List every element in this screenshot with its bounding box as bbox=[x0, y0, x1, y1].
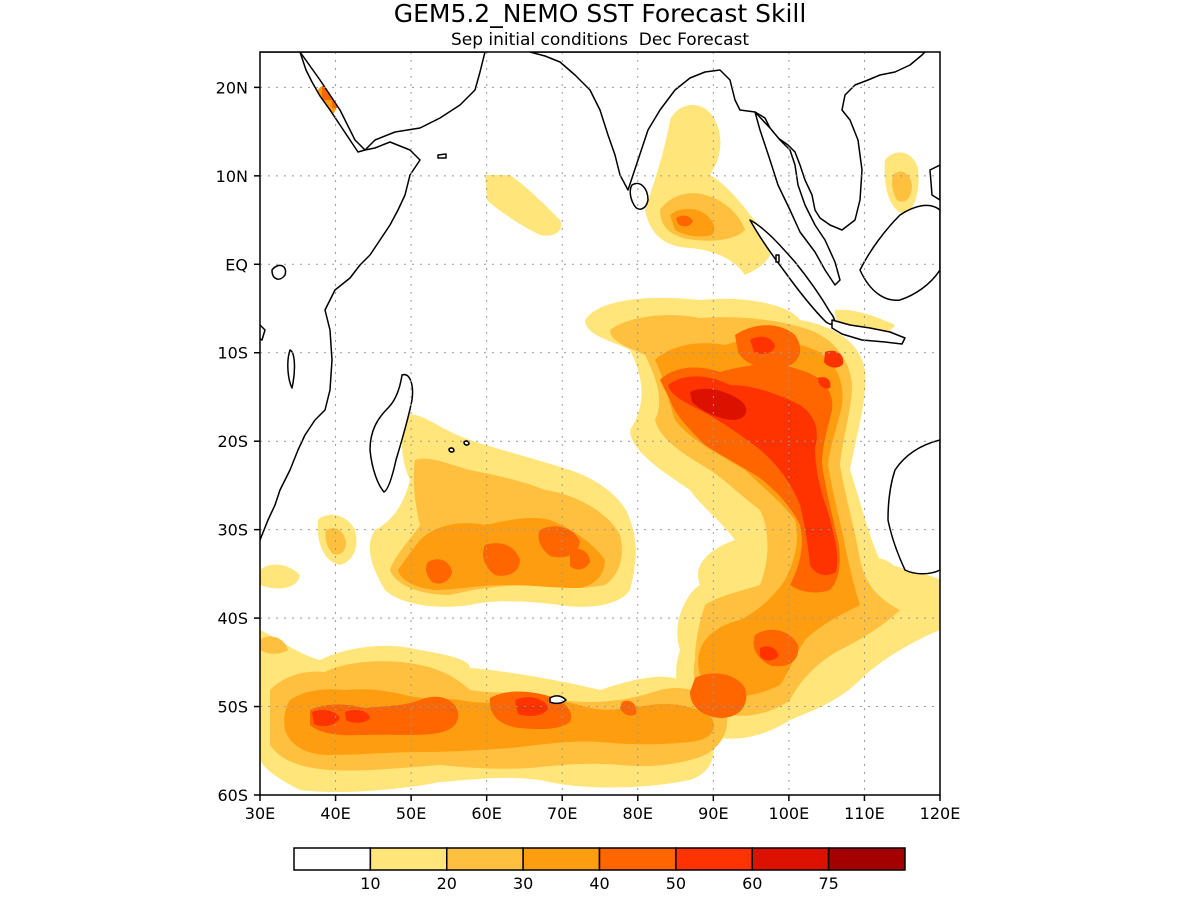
land-indochina-peninsula bbox=[754, 111, 841, 286]
lat-tick-label-8: 60S bbox=[217, 786, 248, 805]
map-frame bbox=[259, 51, 941, 796]
land-java bbox=[831, 319, 906, 345]
colorbar-label-6: 75 bbox=[818, 874, 838, 893]
figure-title: GEM5.2_NEMO SST Forecast Skill bbox=[394, 0, 807, 28]
skill-region-southern-ocean bbox=[620, 700, 637, 716]
land-arabia bbox=[299, 52, 486, 151]
land-reunion bbox=[448, 447, 455, 453]
lon-tick-label-1: 40E bbox=[320, 804, 350, 823]
lon-tick-label-4: 70E bbox=[547, 804, 577, 823]
map-area bbox=[260, 52, 940, 795]
skill-region-southern-ocean bbox=[345, 710, 370, 723]
colorbar-bin-0 bbox=[293, 847, 372, 871]
lon-tick-label-7: 100E bbox=[769, 804, 810, 823]
colorbar-label-1: 20 bbox=[437, 874, 457, 893]
colorbar-label-5: 60 bbox=[742, 874, 762, 893]
land-sri-lanka bbox=[629, 182, 649, 210]
skill-contour-level-60 bbox=[690, 388, 747, 420]
lon-tick-label-6: 90E bbox=[698, 804, 728, 823]
land-mozambique-coast bbox=[287, 349, 296, 389]
colorbar-label-4: 50 bbox=[666, 874, 686, 893]
skill-region-east-indian-ocean-lobe bbox=[750, 336, 775, 354]
land-madagascar bbox=[369, 373, 414, 493]
skill-region-southwest-indian-ocean bbox=[570, 548, 590, 570]
lat-tick-label-3: 10S bbox=[217, 344, 248, 363]
map-grid bbox=[260, 52, 940, 795]
land-borneo bbox=[859, 204, 940, 301]
colorbar-bin-7 bbox=[827, 847, 906, 871]
land-australia bbox=[887, 439, 940, 575]
skill-region-southern-ocean bbox=[760, 646, 778, 661]
colorbar-bin-1 bbox=[369, 847, 448, 871]
lat-tick-label-2: EQ bbox=[225, 255, 248, 274]
lon-tick-label-5: 80E bbox=[623, 804, 653, 823]
colorbar-bin-4 bbox=[598, 847, 677, 871]
land-andaman bbox=[775, 254, 780, 263]
skill-region-australia-west bbox=[870, 558, 900, 586]
lat-tick-label-7: 50S bbox=[217, 698, 248, 717]
land-comoros bbox=[260, 324, 266, 341]
land-mauritius bbox=[463, 440, 470, 446]
skill-region-southwest-indian-ocean bbox=[425, 559, 452, 584]
lon-tick-label-0: 30E bbox=[245, 804, 275, 823]
colorbar-bin-3 bbox=[522, 847, 601, 871]
skill-region-west-edge bbox=[260, 564, 300, 589]
lat-tick-label-0: 20N bbox=[216, 78, 248, 97]
colorbar: 10 20 30 40 50 60 75 bbox=[293, 847, 906, 893]
skill-region-east-indian-ocean-lobe bbox=[824, 350, 844, 368]
colorbar-label-3: 40 bbox=[589, 874, 609, 893]
skill-region-east-indian-ocean bbox=[690, 388, 747, 420]
skill-region-south-china-sea bbox=[892, 171, 912, 202]
colorbar-label-0: 10 bbox=[360, 874, 380, 893]
figure-subtitle: Sep initial conditions Dec Forecast bbox=[451, 30, 749, 50]
lat-tick-label-5: 30S bbox=[217, 521, 248, 540]
skill-region-east-indian-ocean bbox=[668, 376, 838, 576]
lat-tick-label-6: 40S bbox=[217, 609, 248, 628]
colorbar-label-2: 30 bbox=[513, 874, 533, 893]
skill-region-southern-ocean bbox=[312, 710, 340, 726]
skill-region-west-edge bbox=[260, 636, 288, 654]
latitude-axis: 20N 10N EQ 10S 20S 30S 40S 50S 60S bbox=[216, 78, 260, 805]
lat-tick-label-4: 20S bbox=[217, 432, 248, 451]
skill-region-southwest-indian-ocean bbox=[483, 543, 520, 576]
colorbar-bin-6 bbox=[751, 847, 830, 871]
skill-region-southern-ocean bbox=[515, 697, 548, 716]
skill-region-east-indian-ocean-lobe bbox=[818, 377, 831, 389]
longitude-axis: 30E 40E 50E 60E 70E 80E 90E 100E 110E 120E bbox=[245, 795, 961, 823]
lon-tick-label-2: 50E bbox=[396, 804, 426, 823]
colorbar-bin-2 bbox=[446, 847, 524, 871]
skill-contour-level-50 bbox=[312, 336, 844, 726]
colorbar-bin-5 bbox=[675, 847, 753, 871]
land-socotra bbox=[437, 153, 447, 159]
skill-region-bay-of-bengal bbox=[676, 215, 693, 227]
skill-region-southwest-indian-ocean bbox=[538, 526, 580, 558]
land-masses bbox=[260, 52, 940, 705]
lon-tick-label-3: 60E bbox=[471, 804, 501, 823]
skill-field bbox=[260, 85, 940, 793]
skill-region-southern-ocean bbox=[284, 689, 714, 755]
lon-tick-label-9: 120E bbox=[920, 804, 961, 823]
skill-region-arabian-sea bbox=[485, 175, 562, 236]
land-africa-arabia bbox=[260, 52, 421, 542]
lon-tick-label-8: 110E bbox=[844, 804, 885, 823]
land-philippines bbox=[929, 164, 940, 201]
lat-tick-label-1: 10N bbox=[216, 167, 248, 186]
land-somalia-island bbox=[271, 264, 287, 280]
